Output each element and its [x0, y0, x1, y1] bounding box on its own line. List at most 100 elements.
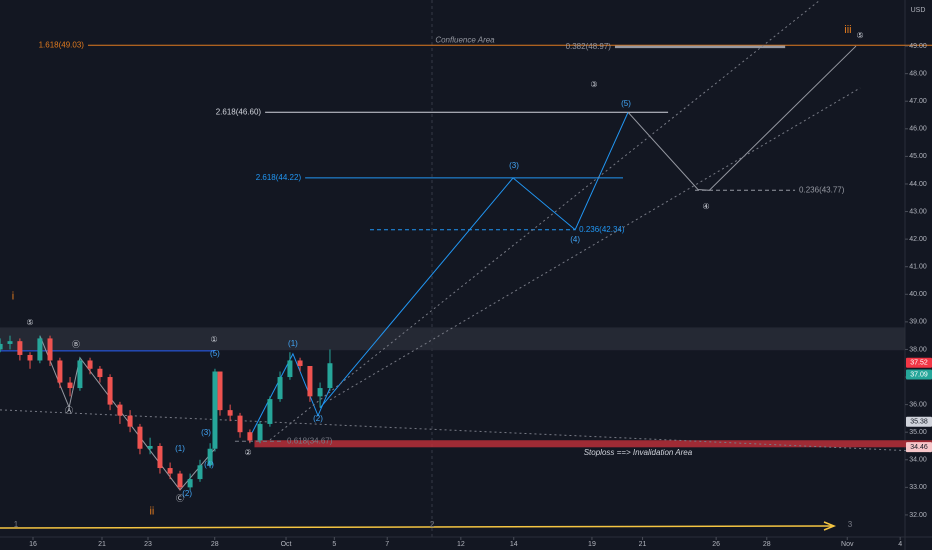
x-tick-label: 16	[29, 541, 37, 548]
time-arrow-head	[823, 521, 837, 531]
annotation: (2)	[313, 414, 323, 423]
candle-body	[307, 365, 313, 397]
x-tick-label: 14	[510, 541, 518, 548]
annotation: (4)	[570, 235, 580, 244]
x-tick-label: 28	[211, 541, 219, 548]
time-arrow	[0, 525, 833, 529]
candle-body	[187, 479, 193, 488]
price-tag	[906, 369, 932, 380]
x-tick-label: Nov	[841, 541, 854, 548]
annotation: Ⓑ	[72, 340, 80, 349]
candle-body	[37, 338, 43, 361]
zone	[254, 440, 932, 448]
candle-body	[267, 399, 273, 424]
candle-body	[87, 360, 93, 369]
wave-path	[627, 45, 857, 191]
candle-body	[47, 338, 53, 361]
candle-body	[17, 341, 23, 355]
annotation: ②	[244, 448, 251, 457]
candle-body	[167, 468, 173, 474]
y-tick-label: 35.00	[909, 429, 927, 436]
y-tick-label: 39.00	[909, 319, 927, 326]
x-tick-label: 7	[385, 541, 389, 548]
y-tick-label: 45.00	[909, 153, 927, 160]
annotation: Confluence Area	[435, 36, 495, 45]
candle-body	[127, 415, 133, 427]
annotation: (3)	[509, 161, 519, 170]
candle-body	[227, 410, 233, 416]
candle-body	[317, 388, 323, 397]
annotation: ⑤	[26, 318, 33, 327]
candle-body	[97, 368, 103, 378]
annotation: ④	[702, 202, 709, 211]
annotation: (1)	[288, 339, 298, 348]
candle-body	[147, 445, 153, 449]
wave-path	[0, 409, 932, 453]
y-tick-label: 44.00	[909, 181, 927, 188]
fib-label: 0.618(34.67)	[287, 436, 333, 445]
price-tag	[906, 357, 932, 368]
annotation: Stoploss ==> Invalidation Area	[584, 448, 693, 457]
candle-body	[137, 426, 143, 449]
price-tag-label: 37.09	[910, 371, 928, 378]
x-tick-label: 19	[588, 541, 596, 548]
y-tick-label: 41.00	[909, 264, 927, 271]
candle-body	[197, 465, 203, 480]
x-tick-label: 5	[332, 541, 336, 548]
x-tick-label: 21	[639, 541, 647, 548]
y-tick-label: 49.00	[909, 43, 927, 50]
y-tick-label: 33.00	[909, 484, 927, 491]
x-tick-label: 26	[712, 541, 720, 548]
fib-label: 0.236(43.77)	[799, 185, 845, 194]
candle-body	[237, 415, 243, 433]
y-tick-label: 46.00	[909, 126, 927, 133]
annotation: Ⓐ	[65, 406, 73, 415]
annotation: (5)	[621, 99, 631, 108]
candle-body	[277, 377, 283, 400]
candle-body	[107, 377, 113, 405]
annotation: (3)	[201, 428, 211, 437]
candle-body	[297, 360, 303, 366]
price-tag-label: 34.46	[910, 444, 928, 451]
price-tag	[906, 416, 932, 427]
y-tick-label: 47.00	[909, 98, 927, 105]
annotation: (4)	[204, 460, 214, 469]
annotation: ①	[210, 335, 217, 344]
wave-path	[319, 112, 629, 409]
annotation: (2)	[182, 489, 192, 498]
zone	[0, 327, 906, 351]
y-tick-label: 48.00	[909, 70, 927, 77]
annotation: 2	[430, 520, 435, 529]
candle-body	[217, 371, 223, 411]
x-tick-label: 28	[763, 541, 771, 548]
y-tick-label: 32.00	[909, 512, 927, 519]
x-tick-label: Oct	[281, 541, 292, 548]
y-tick-label: 42.00	[909, 236, 927, 243]
price-tag-label: 35.38	[910, 419, 928, 426]
candle-body	[67, 382, 73, 389]
y-tick-label: 34.00	[909, 457, 927, 464]
candle-body	[212, 371, 218, 449]
y-tick-label: 40.00	[909, 291, 927, 298]
annotation: 1	[14, 520, 19, 529]
candle-body	[0, 343, 3, 350]
x-tick-label: 23	[144, 541, 152, 548]
candle-body	[157, 445, 163, 469]
wave-path	[247, 352, 331, 441]
price-tag-label: 37.52	[910, 360, 928, 367]
x-tick-label: 4	[898, 541, 902, 548]
y-tick-label: 43.00	[909, 208, 927, 215]
annotation: (1)	[175, 444, 185, 453]
annotation: i	[12, 291, 14, 303]
candle-body	[77, 360, 83, 389]
candle-body	[257, 423, 263, 441]
annotation: ⑤	[857, 31, 864, 40]
price-tag	[906, 442, 932, 453]
annotation: ③	[590, 80, 597, 89]
x-tick-label: 21	[98, 541, 106, 548]
annotation: iii	[844, 24, 851, 36]
candle-body	[177, 473, 183, 488]
candle-body	[327, 363, 333, 389]
